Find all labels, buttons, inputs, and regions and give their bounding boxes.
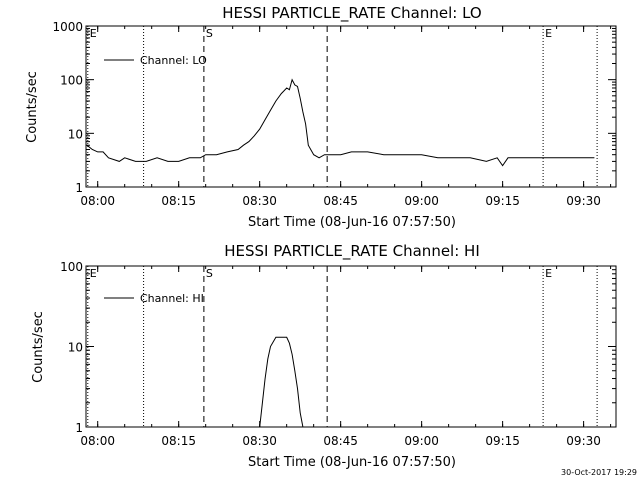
- hi-x-tick-label: 09:15: [485, 434, 520, 448]
- hi-event-marker-label: E: [90, 267, 97, 280]
- lo-x-tick-label: 08:00: [80, 194, 115, 208]
- lo-series-line: [86, 78, 595, 167]
- lo-x-tick-label: 08:15: [161, 194, 196, 208]
- hi-x-tick-label: 08:15: [161, 434, 196, 448]
- hi-x-tick-label: 08:45: [323, 434, 358, 448]
- hi-y-tick-label: 10: [68, 341, 83, 355]
- lo-x-axis-label: Start Time (08-Jun-16 07:57:50): [248, 215, 456, 230]
- lo-y-axis-label: Counts/sec: [25, 71, 40, 143]
- lo-y-tick-label: 100: [60, 74, 83, 88]
- lo-x-tick-label: 09:00: [404, 194, 439, 208]
- hi-event-marker-label: S: [206, 267, 213, 280]
- hi-x-tick-label: 08:00: [80, 434, 115, 448]
- hi-legend-label: Channel: HI: [140, 292, 204, 305]
- lo-x-tick-label: 09:15: [485, 194, 520, 208]
- timestamp-stamp: 30-Oct-2017 19:29: [561, 468, 637, 477]
- lo-event-marker-label: S: [206, 27, 213, 40]
- lo-x-tick-label: 08:30: [242, 194, 277, 208]
- hi-y-tick-label: 1: [75, 421, 83, 435]
- hi-y-axis-label: Counts/sec: [31, 311, 46, 383]
- lo-event-marker-label: E: [90, 27, 97, 40]
- lo-x-tick-label: 09:30: [566, 194, 601, 208]
- hi-chart-title: HESSI PARTICLE_RATE Channel: HI: [224, 242, 480, 261]
- hi-y-tick-label: 100: [60, 260, 83, 274]
- lo-x-tick-label: 08:45: [323, 194, 358, 208]
- hi-x-tick-label: 08:30: [242, 434, 277, 448]
- hi-plot-frame: [85, 265, 617, 428]
- lo-y-tick-label: 1000: [52, 20, 83, 34]
- lo-legend-label: Channel: LO: [140, 54, 207, 67]
- lo-channel-panel: HESSI PARTICLE_RATE Channel: LO Start Ti…: [25, 4, 617, 230]
- lo-plot-frame: [85, 25, 617, 188]
- lo-event-marker-label: E: [545, 27, 552, 40]
- hi-x-tick-label: 09:00: [404, 434, 439, 448]
- hi-series-line: [259, 336, 304, 427]
- hi-x-axis-label: Start Time (08-Jun-16 07:57:50): [248, 455, 456, 470]
- hi-event-marker-label: E: [545, 267, 552, 280]
- hi-channel-panel: HESSI PARTICLE_RATE Channel: HI Start Ti…: [31, 242, 617, 470]
- lo-y-tick-label: 1: [75, 181, 83, 195]
- lo-chart-title: HESSI PARTICLE_RATE Channel: LO: [222, 4, 481, 23]
- hi-x-tick-label: 09:30: [566, 434, 601, 448]
- lo-y-tick-label: 10: [68, 127, 83, 141]
